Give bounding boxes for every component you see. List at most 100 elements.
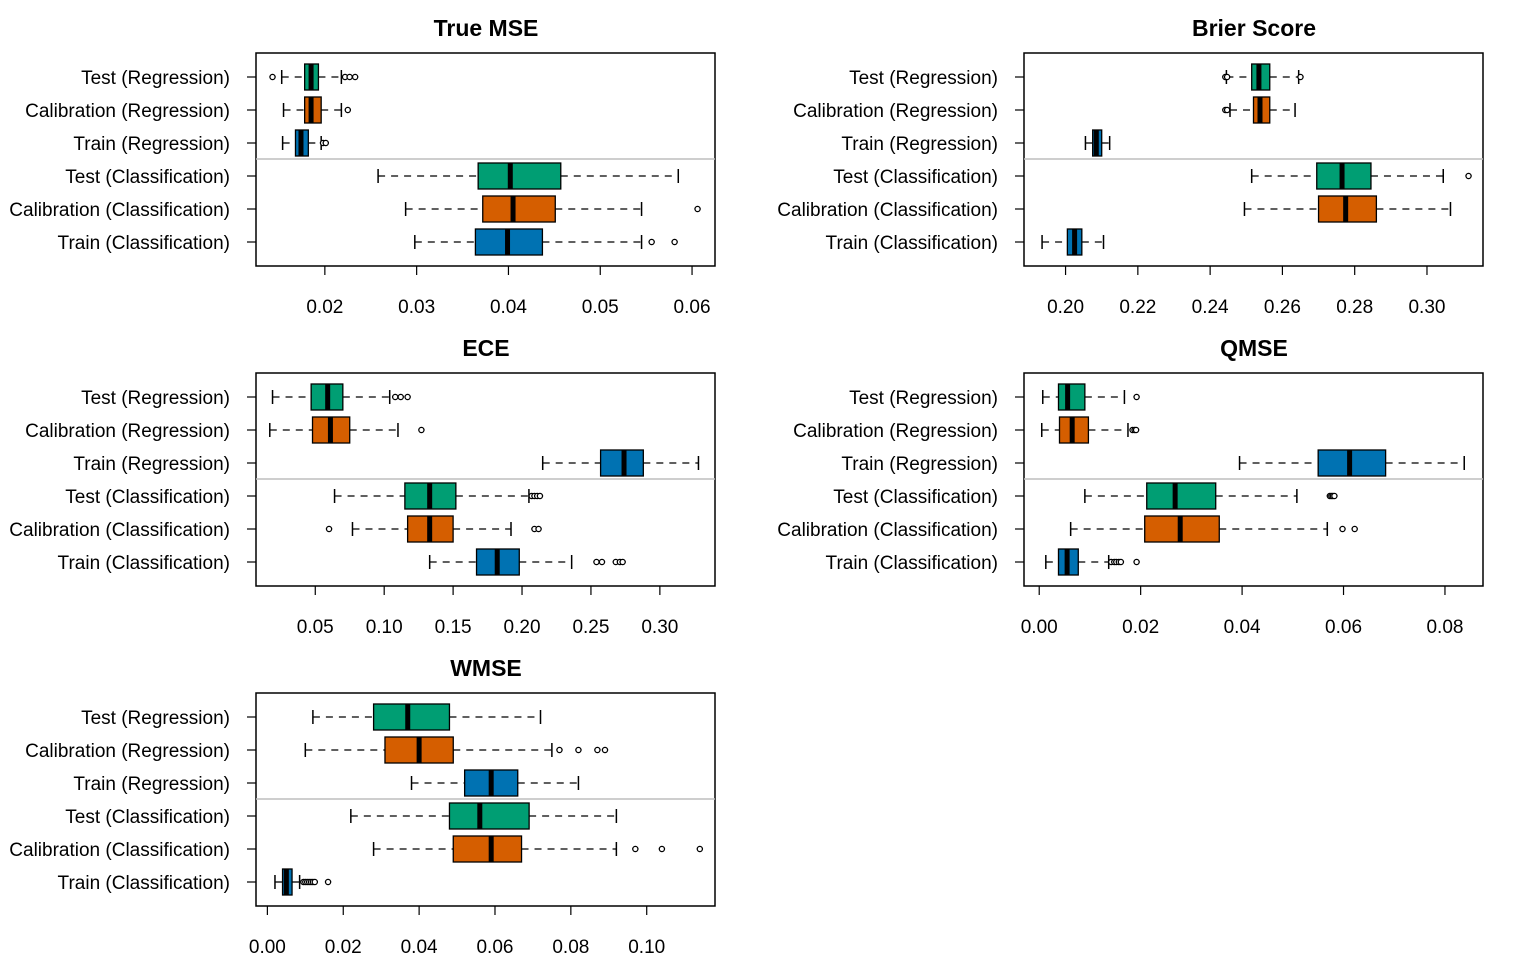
category-label: Train (Classification)	[826, 553, 998, 574]
x-tick-label: 0.22	[1119, 297, 1156, 318]
outlier-point	[391, 393, 399, 401]
category-label: Test (Regression)	[81, 388, 230, 409]
outlier-point	[594, 746, 601, 754]
outlier-point	[1223, 73, 1231, 81]
outlier-point	[418, 426, 425, 434]
boxplot-row: Calibration (Regression)	[25, 416, 425, 444]
outlier-point	[575, 746, 582, 754]
outlier-point	[1117, 558, 1125, 566]
outlier-point	[694, 205, 701, 213]
category-label: Train (Classification)	[58, 233, 230, 254]
boxplot-row: Train (Regression)	[841, 449, 1465, 477]
outlier-point	[325, 525, 333, 533]
boxplot-row: Calibration (Regression)	[25, 736, 609, 764]
outlier-point	[648, 238, 655, 246]
iqr-box	[452, 835, 523, 863]
x-tick-label: 0.05	[297, 617, 334, 638]
outlier-point	[696, 845, 704, 853]
x-tick-label: 0.02	[1122, 617, 1159, 638]
category-label: Calibration (Classification)	[9, 520, 230, 541]
chart-panel: QMSE 0.00 0.02 0.04 0.06 0.08 Test (Regression…	[777, 335, 1484, 638]
x-tick-label: 0.00	[1021, 617, 1058, 638]
outlier-point	[1223, 106, 1231, 114]
boxplot-row: Test (Regression)	[849, 383, 1140, 411]
x-tick-label: 0.04	[401, 937, 438, 958]
category-label: Calibration (Regression)	[793, 101, 998, 122]
category-label: Train (Regression)	[841, 454, 998, 475]
boxplot-row: Train (Classification)	[58, 228, 678, 256]
category-label: Calibration (Regression)	[25, 741, 230, 762]
outlier-point	[1297, 73, 1304, 81]
category-label: Calibration (Classification)	[9, 840, 230, 861]
x-tick-label: 0.10	[366, 617, 403, 638]
iqr-box	[1146, 482, 1217, 510]
category-label: Train (Regression)	[73, 454, 230, 475]
category-label: Train (Regression)	[841, 134, 998, 155]
boxplot-row: Train (Regression)	[73, 449, 700, 477]
outlier-point	[619, 558, 626, 566]
boxplot-row: Test (Regression)	[81, 703, 542, 731]
category-label: Calibration (Classification)	[9, 200, 230, 221]
outlier-point	[1133, 393, 1140, 401]
category-label: Calibration (Classification)	[777, 520, 998, 541]
boxplot-row: Test (Classification)	[65, 482, 544, 510]
outlier-point	[404, 393, 411, 401]
x-tick-label: 0.30	[1408, 297, 1445, 318]
x-tick-label: 0.00	[249, 937, 286, 958]
outlier-point	[324, 878, 332, 886]
category-label: Test (Regression)	[849, 388, 998, 409]
outlier-point	[632, 845, 639, 853]
category-label: Train (Regression)	[73, 774, 230, 795]
x-tick-label: 0.03	[398, 297, 435, 318]
x-tick-label: 0.02	[325, 937, 362, 958]
category-label: Test (Classification)	[65, 487, 230, 508]
iqr-box	[482, 195, 556, 223]
outlier-point	[593, 558, 600, 566]
boxplot-row: Train (Classification)	[58, 548, 626, 576]
category-label: Test (Regression)	[81, 68, 230, 89]
outlier-point	[1465, 172, 1472, 180]
iqr-box	[372, 703, 451, 731]
outlier-point	[322, 139, 330, 147]
boxplot-row: Test (Regression)	[849, 63, 1304, 91]
chart-title: True MSE	[434, 15, 539, 41]
outlier-point	[556, 746, 563, 754]
outlier-point	[671, 238, 678, 246]
boxplot-row: Test (Classification)	[65, 802, 618, 830]
boxplot-row: Train (Classification)	[826, 228, 1105, 256]
boxplot-row: Calibration (Classification)	[777, 195, 1452, 223]
x-tick-label: 0.08	[552, 937, 589, 958]
outlier-point	[535, 525, 542, 533]
iqr-box	[448, 802, 530, 830]
category-label: Calibration (Regression)	[25, 421, 230, 442]
outlier-point	[311, 878, 319, 886]
category-label: Train (Classification)	[58, 873, 230, 894]
x-tick-label: 0.04	[490, 297, 527, 318]
outlier-point	[536, 492, 544, 500]
x-tick-label: 0.26	[1264, 297, 1301, 318]
boxplot-row: Calibration (Classification)	[777, 515, 1358, 543]
chart-title: Brier Score	[1192, 15, 1316, 41]
outlier-point	[1351, 525, 1358, 533]
x-tick-label: 0.20	[504, 617, 541, 638]
boxplot-row: Calibration (Classification)	[9, 515, 542, 543]
outlier-point	[344, 106, 352, 114]
chart-title: WMSE	[450, 655, 522, 681]
chart-panel: ECE 0.05 0.10 0.15 0.20 0.25 0.30 Test (Regress…	[9, 335, 716, 638]
outlier-point	[658, 845, 666, 853]
boxplot-row: Calibration (Regression)	[793, 416, 1140, 444]
boxplot-row: Test (Classification)	[833, 482, 1338, 510]
outlier-point	[1133, 558, 1140, 566]
boxplot-row: Calibration (Regression)	[793, 96, 1296, 124]
category-label: Test (Classification)	[833, 167, 998, 188]
x-tick-label: 0.08	[1426, 617, 1463, 638]
outlier-point	[397, 393, 404, 401]
category-label: Test (Classification)	[65, 167, 230, 188]
outlier-point	[601, 746, 609, 754]
outlier-point	[598, 558, 606, 566]
category-label: Test (Regression)	[849, 68, 998, 89]
category-label: Test (Regression)	[81, 708, 230, 729]
boxplot-row: Test (Classification)	[833, 162, 1472, 190]
boxplot-row: Train (Regression)	[73, 129, 330, 157]
